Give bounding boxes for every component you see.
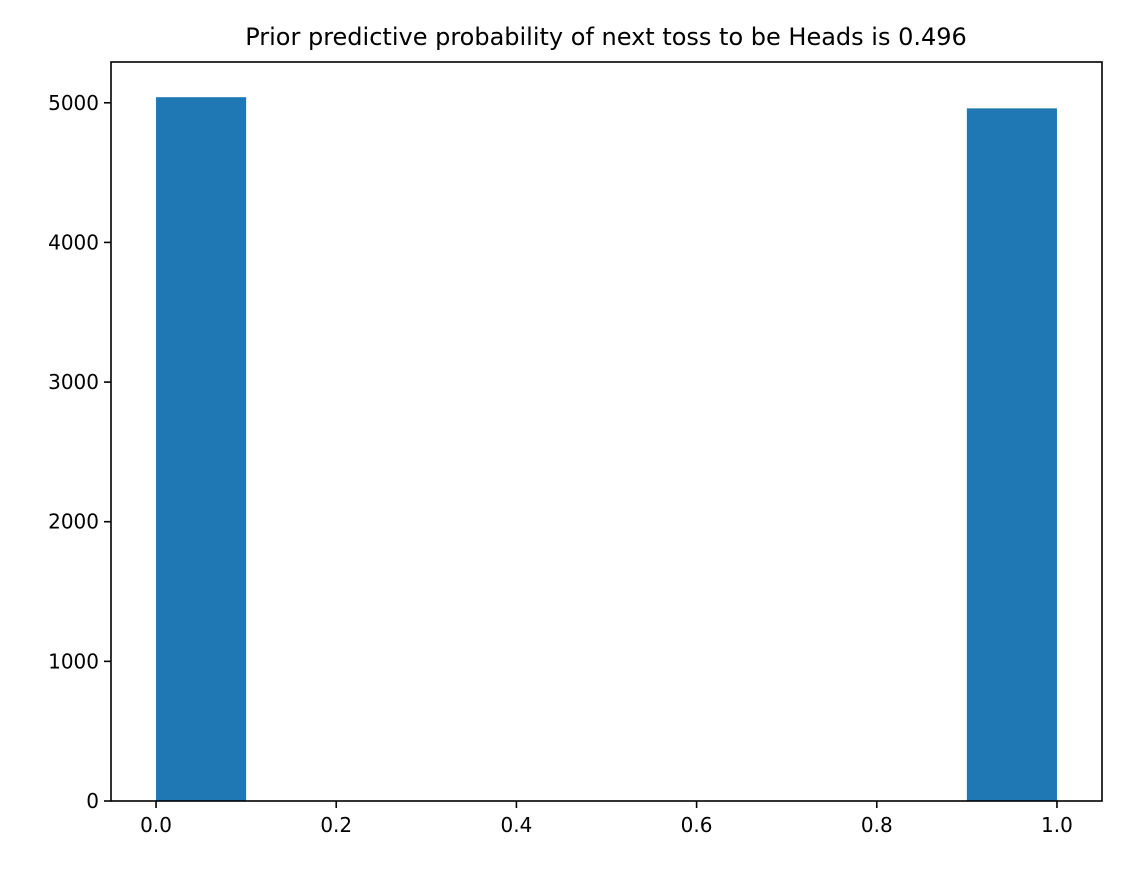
y-tick-label: 5000 xyxy=(48,91,99,115)
y-tick-label: 1000 xyxy=(48,649,99,673)
x-tick-label: 0.8 xyxy=(861,813,893,837)
chart-title: Prior predictive probability of next tos… xyxy=(245,23,967,51)
y-tick-label: 4000 xyxy=(48,230,99,254)
y-axis: 0 1000 2000 3000 4000 5000 xyxy=(48,91,111,813)
plot-area-frame xyxy=(110,61,1103,802)
x-tick-label: 0.2 xyxy=(320,813,352,837)
x-tick-label: 0.0 xyxy=(140,813,172,837)
x-tick-label: 0.6 xyxy=(681,813,713,837)
x-tick-label: 0.4 xyxy=(501,813,533,837)
bars-group xyxy=(156,97,1057,801)
x-tick-label: 1.0 xyxy=(1041,813,1073,837)
y-tick-label: 2000 xyxy=(48,510,99,534)
y-tick-label: 3000 xyxy=(48,370,99,394)
x-axis: 0.0 0.2 0.4 0.6 0.8 1.0 xyxy=(140,801,1073,837)
y-tick-label: 0 xyxy=(86,789,99,813)
histogram-bar xyxy=(156,97,247,801)
histogram-bar xyxy=(966,108,1057,801)
